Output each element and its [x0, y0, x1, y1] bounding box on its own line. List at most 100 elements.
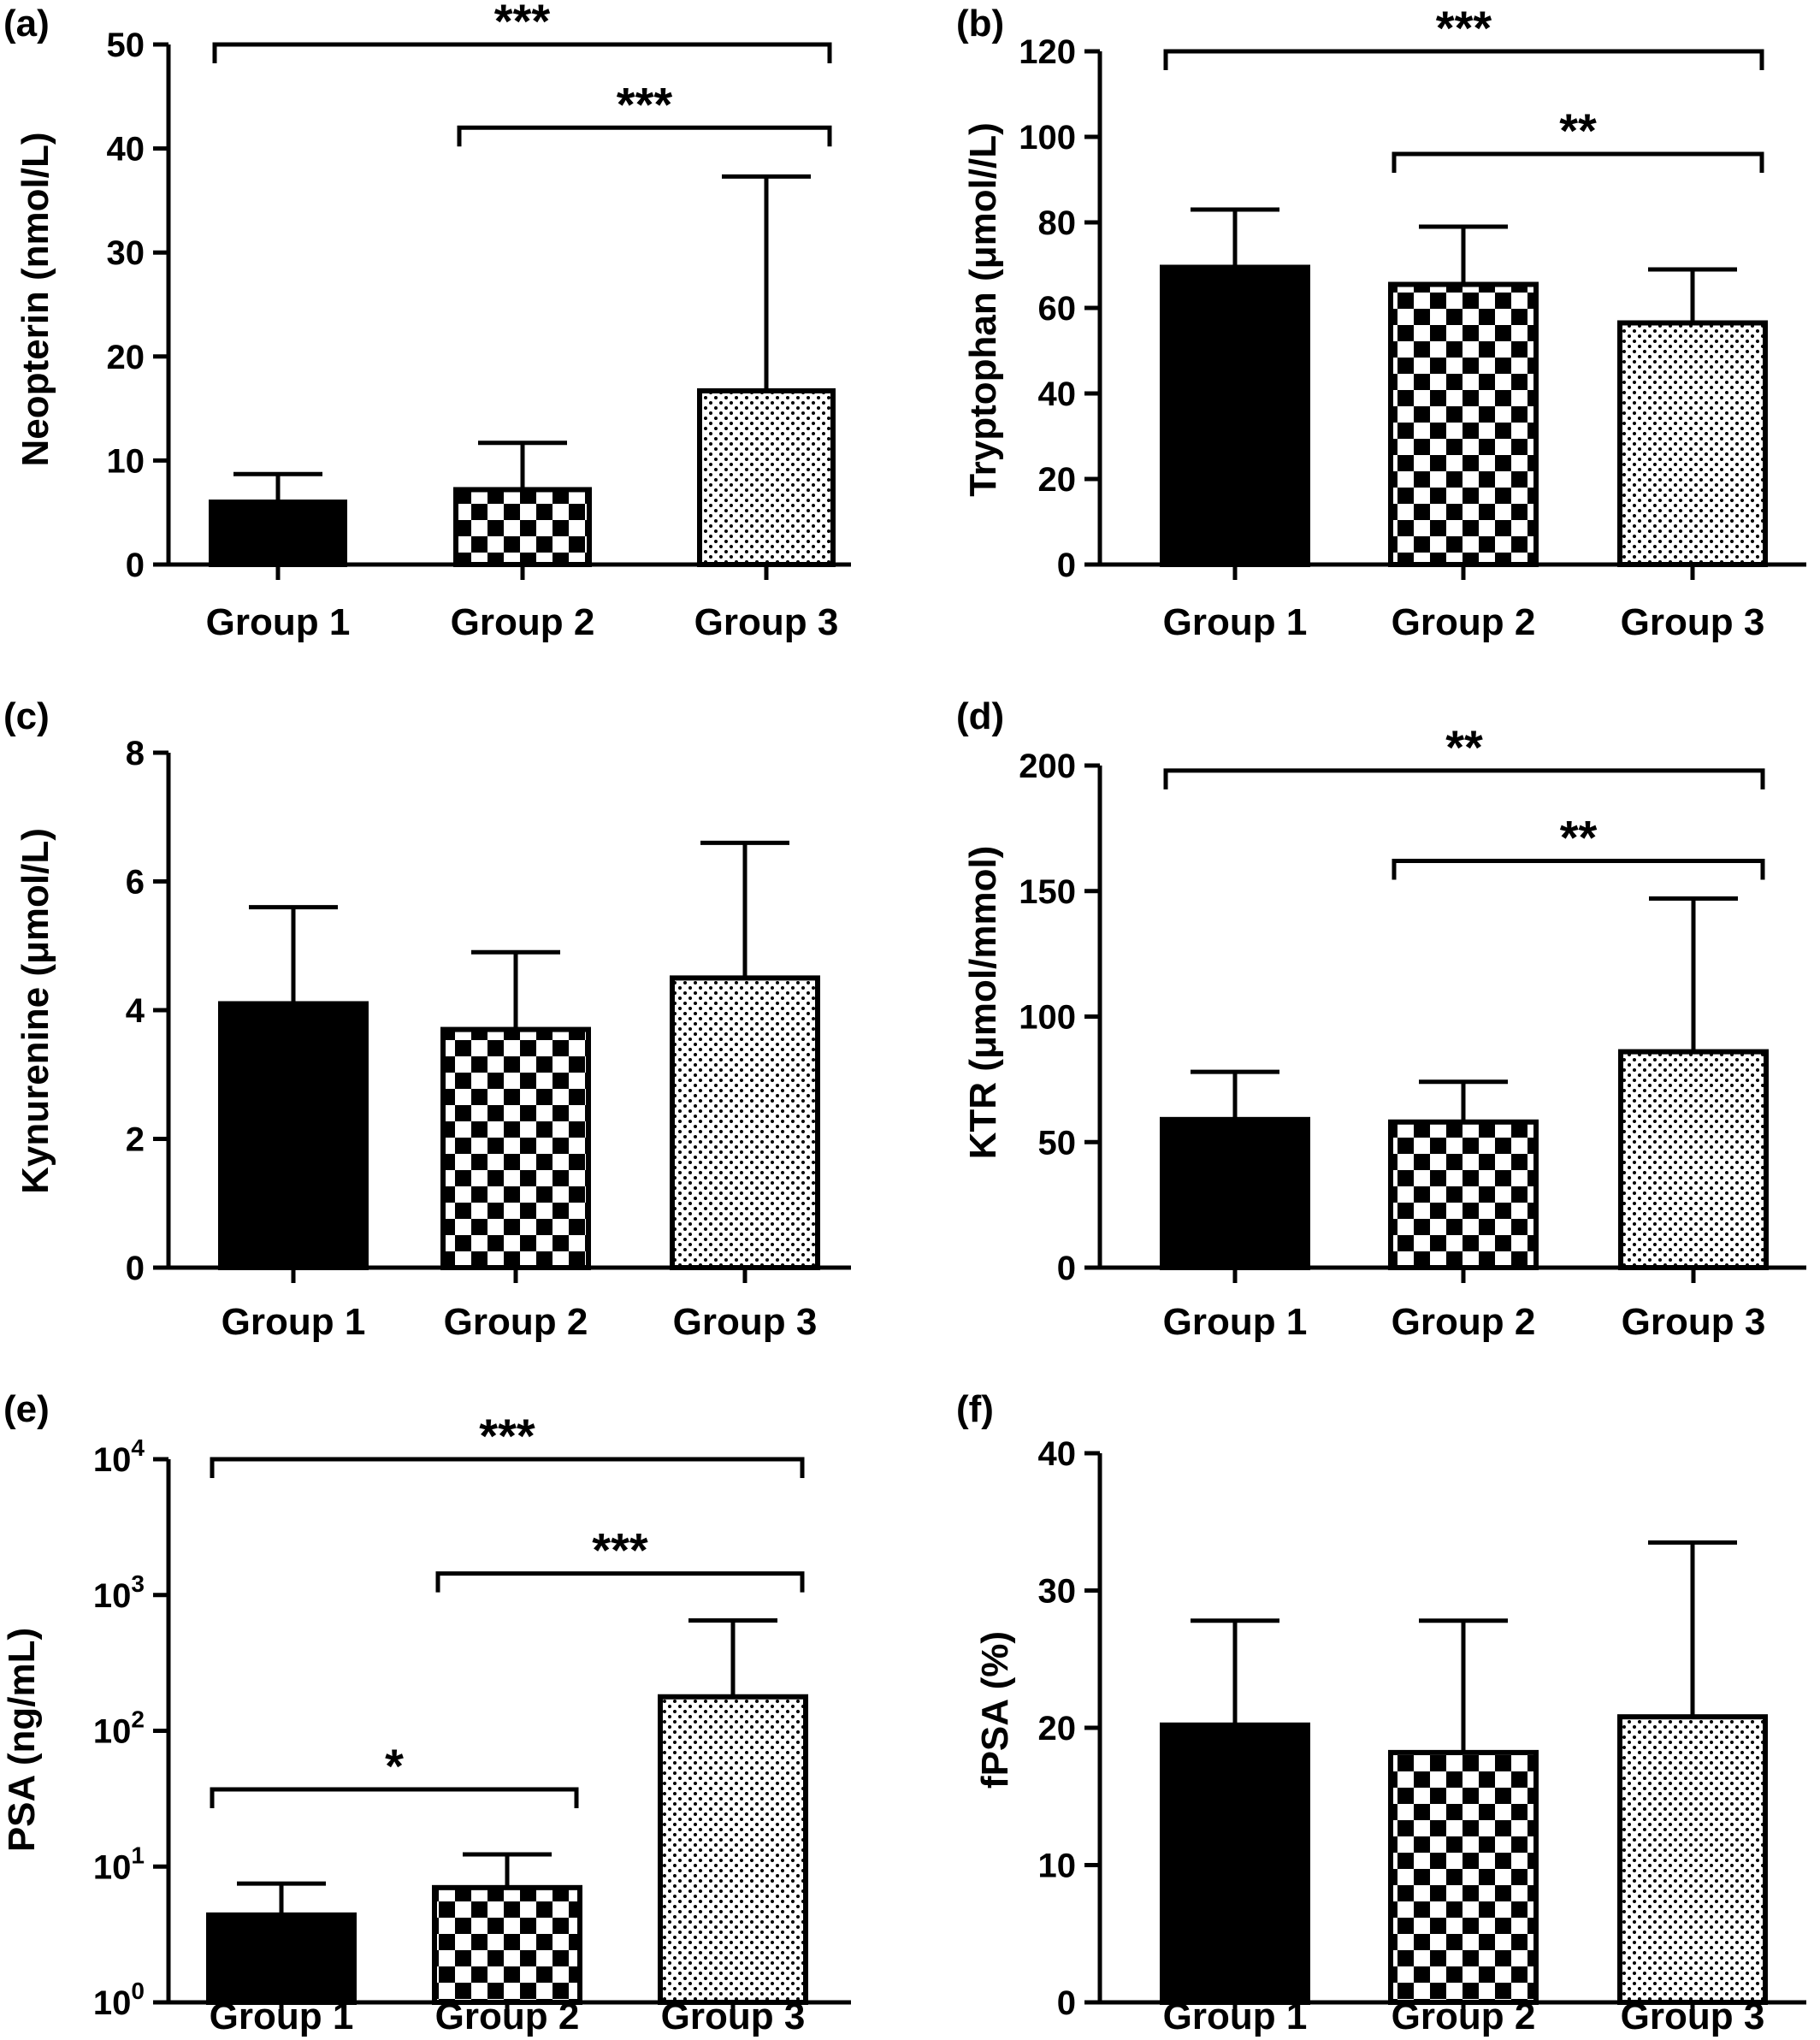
category-label: Group 1 [210, 1996, 354, 2037]
plot-d: 0 50 100 150 200 Group 1 Group 2 Group 3 ** ** [1019, 720, 1806, 1343]
bar [658, 1694, 808, 2006]
significance-label: ** [1445, 720, 1483, 774]
y-tick-label: 30 [107, 234, 145, 272]
bar [440, 1026, 591, 1270]
significance-bracket [1392, 859, 1765, 880]
bar [1388, 1749, 1539, 2005]
y-axis-label: KTR (μmol/mmol) [962, 846, 1004, 1160]
y-axis-label: PSA (ng/mL) [1, 1628, 43, 1852]
panel-label: (a) [3, 3, 50, 44]
significance-bracket [1163, 49, 1764, 70]
panel-label: (d) [956, 695, 1004, 737]
y-tick-label: 120 [1019, 33, 1076, 71]
y-tick-label: 100 [1019, 119, 1076, 157]
significance-label: * [385, 1739, 404, 1793]
category-label: Group 3 [673, 1301, 818, 1343]
y-tick-label: 2 [126, 1121, 145, 1159]
y-tick-label: 20 [107, 339, 145, 376]
category-label: Group 3 [1621, 1996, 1765, 2037]
y-axis-label: Tryptophan (μmol//L) [962, 122, 1004, 497]
panel-a: (a) Neopterin (nmol/L) 0 10 20 30 40 50 Group … [3, 0, 851, 643]
y-tick-label: 40 [1038, 375, 1077, 413]
y-tick-label: 40 [107, 131, 145, 169]
y-tick-label: 60 [1038, 290, 1077, 328]
panel-f: (f) fPSA (%) 0 10 20 30 40 Group 1 Group 2 Grou… [956, 1388, 1806, 2037]
y-tick-label: 6 [126, 864, 145, 902]
category-label: Group 1 [222, 1301, 366, 1343]
y-axis-label: Kynurenine (μmol/L) [15, 828, 56, 1194]
y-tick-label: 30 [1038, 1573, 1077, 1611]
y-tick-label: 102 [93, 1706, 145, 1751]
category-label: Group 2 [444, 1301, 588, 1343]
category-label: Group 2 [1392, 601, 1536, 643]
y-tick-label: 0 [126, 547, 145, 584]
panel-b: (b) Tryptophan (μmol//L) 0 20 40 60 80 100 120… [956, 1, 1806, 643]
y-tick-label: 100 [93, 1978, 145, 2022]
y-tick-label: 104 [93, 1434, 145, 1479]
bar [697, 387, 836, 568]
bar [1160, 1722, 1310, 2006]
bar [453, 487, 592, 567]
y-tick-label: 20 [1038, 1710, 1077, 1747]
y-tick-label: 150 [1019, 873, 1076, 911]
plot-f: 0 10 20 30 40 Group 1 Group 2 Group 3 [1038, 1435, 1806, 2037]
significance-label: *** [1436, 1, 1492, 55]
bar [209, 500, 347, 567]
significance-label: *** [494, 0, 551, 48]
significance-bracket [210, 1787, 579, 1809]
category-label: Group 3 [661, 1996, 806, 2037]
y-tick-label: 103 [93, 1570, 145, 1615]
y-tick-label: 20 [1038, 461, 1077, 499]
y-tick-label: 0 [1057, 547, 1076, 584]
category-label: Group 1 [1163, 1301, 1308, 1343]
y-axis-label: fPSA (%) [974, 1631, 1016, 1789]
bar [1160, 1116, 1310, 1270]
category-label: Group 1 [206, 601, 351, 643]
y-tick-label: 101 [93, 1842, 145, 1886]
y-tick-label: 0 [1057, 1250, 1076, 1287]
significance-label: *** [479, 1409, 535, 1463]
category-label: Group 2 [1392, 1301, 1536, 1343]
significance-label: ** [1560, 811, 1598, 865]
significance-label: *** [617, 77, 673, 131]
bar [1617, 320, 1768, 567]
plot-a: 0 10 20 30 40 50 Group 1 Group 2 Group 3 *** *** [107, 0, 851, 643]
bar [1388, 1119, 1539, 1271]
y-tick-label: 0 [1057, 1984, 1076, 2022]
panel-label: (c) [3, 695, 50, 737]
significance-bracket [210, 1457, 805, 1478]
y-tick-label: 50 [1038, 1124, 1077, 1162]
panel-label: (e) [3, 1388, 50, 1430]
significance-bracket [457, 125, 832, 147]
category-label: Group 3 [694, 601, 839, 643]
bar [1160, 264, 1310, 567]
bar [432, 1884, 582, 2005]
y-tick-label: 80 [1038, 204, 1077, 242]
significance-label: ** [1559, 103, 1597, 157]
significance-bracket [212, 42, 832, 63]
panel-label: (f) [956, 1388, 994, 1430]
category-label: Group 1 [1163, 601, 1308, 643]
category-label: Group 3 [1621, 601, 1765, 643]
category-label: Group 2 [435, 1996, 580, 2037]
y-axis-label: Neopterin (nmol/L) [15, 132, 56, 466]
significance-label: *** [592, 1523, 648, 1577]
category-label: Group 2 [451, 601, 595, 643]
bar [206, 1912, 357, 2005]
y-tick-label: 10 [107, 442, 145, 480]
category-label: Group 2 [1392, 1996, 1536, 2037]
y-tick-label: 50 [107, 27, 145, 64]
bar [1388, 281, 1539, 567]
panel-label: (b) [956, 3, 1004, 44]
significance-bracket [435, 1571, 805, 1593]
bar [1618, 1049, 1769, 1270]
y-tick-label: 40 [1038, 1435, 1077, 1473]
significance-bracket [1163, 768, 1765, 789]
y-tick-label: 4 [126, 992, 145, 1030]
bar [218, 1001, 369, 1270]
panel-d: (d) KTR (μmol/mmol) 0 50 100 150 200 Group 1 G… [956, 695, 1806, 1343]
y-tick-label: 10 [1038, 1848, 1077, 1885]
plot-c: 0 2 4 6 8 Group 1 Group 2 Group 3 [126, 735, 851, 1343]
